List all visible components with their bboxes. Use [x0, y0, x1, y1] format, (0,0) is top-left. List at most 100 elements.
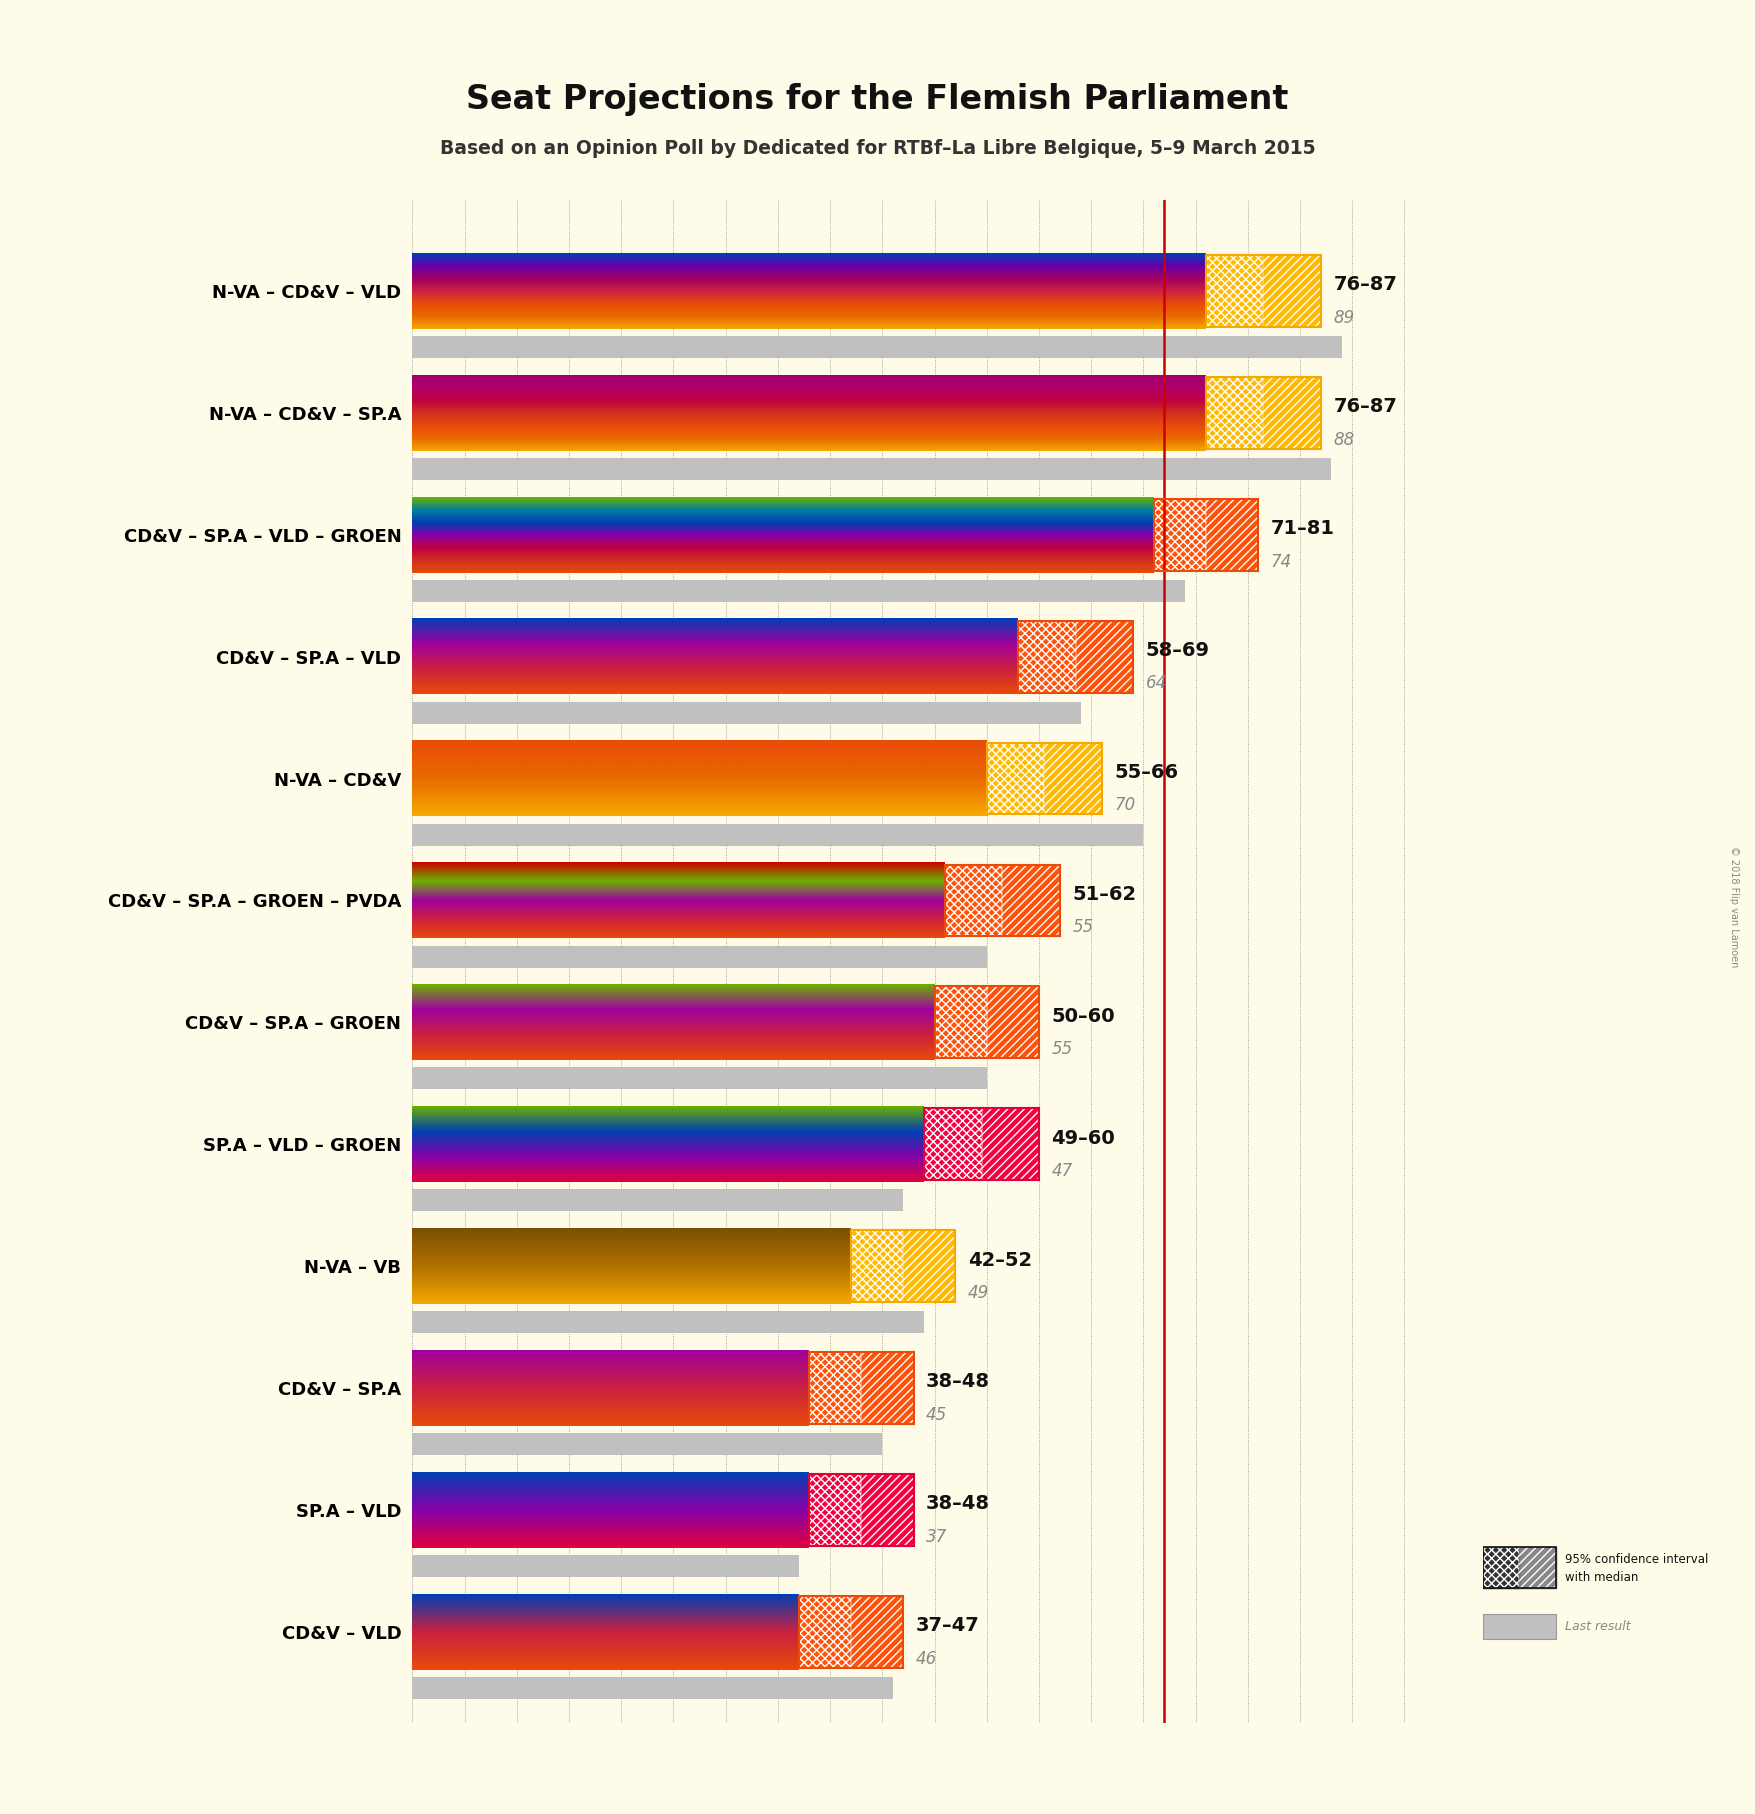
Text: 55: 55: [1072, 918, 1093, 936]
Text: with median: with median: [1565, 1571, 1639, 1584]
Bar: [809, 1475, 862, 1546]
Bar: [1483, 1547, 1520, 1587]
Bar: [1520, 1547, 1557, 1587]
Text: 47: 47: [1051, 1163, 1072, 1181]
Bar: [1044, 742, 1102, 814]
Bar: [1002, 865, 1060, 936]
Text: 70: 70: [1114, 796, 1135, 814]
Bar: [862, 1351, 914, 1424]
Bar: [1044, 742, 1102, 814]
Text: 37: 37: [927, 1527, 948, 1546]
Bar: [981, 1108, 1039, 1181]
Bar: [1483, 1547, 1557, 1587]
Bar: [934, 987, 986, 1058]
Bar: [1206, 499, 1258, 571]
Bar: [1483, 1614, 1557, 1640]
Text: Based on an Opinion Poll by Dedicated for RTBf–La Libre Belgique, 5–9 March 2015: Based on an Opinion Poll by Dedicated fo…: [441, 140, 1314, 158]
Text: 51–62: 51–62: [1072, 885, 1137, 903]
Bar: [1153, 499, 1206, 571]
Text: 95% confidence interval: 95% confidence interval: [1565, 1553, 1708, 1565]
Bar: [1520, 1547, 1557, 1587]
Text: 37–47: 37–47: [916, 1616, 979, 1634]
Text: 76–87: 76–87: [1334, 276, 1397, 294]
Bar: [412, 1433, 883, 1455]
Bar: [851, 1596, 904, 1667]
Bar: [904, 1230, 955, 1302]
Bar: [851, 1230, 904, 1302]
Bar: [412, 1190, 904, 1212]
Bar: [851, 1230, 955, 1302]
Bar: [412, 945, 986, 967]
Text: 46: 46: [916, 1649, 937, 1667]
Bar: [1018, 620, 1134, 693]
Bar: [1206, 377, 1322, 448]
Bar: [412, 457, 1332, 481]
Text: 55–66: 55–66: [1114, 764, 1178, 782]
Bar: [986, 742, 1044, 814]
Bar: [412, 580, 1185, 602]
Text: 38–48: 38–48: [927, 1373, 990, 1391]
Bar: [412, 1312, 925, 1333]
Bar: [986, 987, 1039, 1058]
Text: © 2018 Flip van Lamoen: © 2018 Flip van Lamoen: [1729, 847, 1739, 967]
Text: 38–48: 38–48: [927, 1495, 990, 1513]
Bar: [986, 742, 1044, 814]
Bar: [925, 1108, 981, 1181]
Bar: [412, 824, 1144, 845]
Text: 49–60: 49–60: [1051, 1128, 1114, 1148]
Bar: [944, 865, 1002, 936]
Text: 58–69: 58–69: [1146, 640, 1209, 660]
Bar: [412, 1676, 893, 1700]
Bar: [809, 1351, 862, 1424]
Bar: [809, 1475, 914, 1546]
Text: 49: 49: [969, 1284, 990, 1302]
Bar: [986, 987, 1039, 1058]
Bar: [1206, 377, 1264, 448]
Bar: [412, 1067, 986, 1090]
Bar: [851, 1596, 904, 1667]
Text: 64: 64: [1146, 675, 1167, 693]
Bar: [925, 1108, 1039, 1181]
Bar: [412, 702, 1081, 724]
Bar: [1206, 377, 1264, 448]
Bar: [851, 1230, 904, 1302]
Bar: [934, 987, 986, 1058]
Bar: [1206, 256, 1322, 327]
Bar: [1206, 256, 1264, 327]
Text: 89: 89: [1334, 308, 1355, 327]
Text: 71–81: 71–81: [1271, 519, 1336, 539]
Bar: [1264, 256, 1322, 327]
Bar: [1153, 499, 1258, 571]
Bar: [1264, 256, 1322, 327]
Text: 55: 55: [1051, 1039, 1072, 1058]
Bar: [934, 987, 1039, 1058]
Bar: [412, 336, 1343, 357]
Bar: [1264, 377, 1322, 448]
Bar: [799, 1596, 904, 1667]
Text: Last result: Last result: [1565, 1620, 1630, 1633]
Bar: [1018, 620, 1076, 693]
Bar: [1483, 1547, 1520, 1587]
Bar: [904, 1230, 955, 1302]
Bar: [1153, 499, 1206, 571]
Bar: [809, 1351, 914, 1424]
Bar: [799, 1596, 851, 1667]
Bar: [412, 1555, 799, 1576]
Bar: [862, 1475, 914, 1546]
Bar: [862, 1475, 914, 1546]
Bar: [809, 1351, 862, 1424]
Bar: [809, 1475, 862, 1546]
Bar: [1018, 620, 1076, 693]
Text: 88: 88: [1334, 430, 1355, 448]
Bar: [799, 1596, 851, 1667]
Bar: [944, 865, 1060, 936]
Bar: [1002, 865, 1060, 936]
Text: 74: 74: [1271, 553, 1292, 571]
Bar: [925, 1108, 981, 1181]
Bar: [944, 865, 1002, 936]
Bar: [1076, 620, 1134, 693]
Bar: [981, 1108, 1039, 1181]
Text: 76–87: 76–87: [1334, 397, 1397, 415]
Text: 45: 45: [927, 1406, 948, 1424]
Bar: [862, 1351, 914, 1424]
